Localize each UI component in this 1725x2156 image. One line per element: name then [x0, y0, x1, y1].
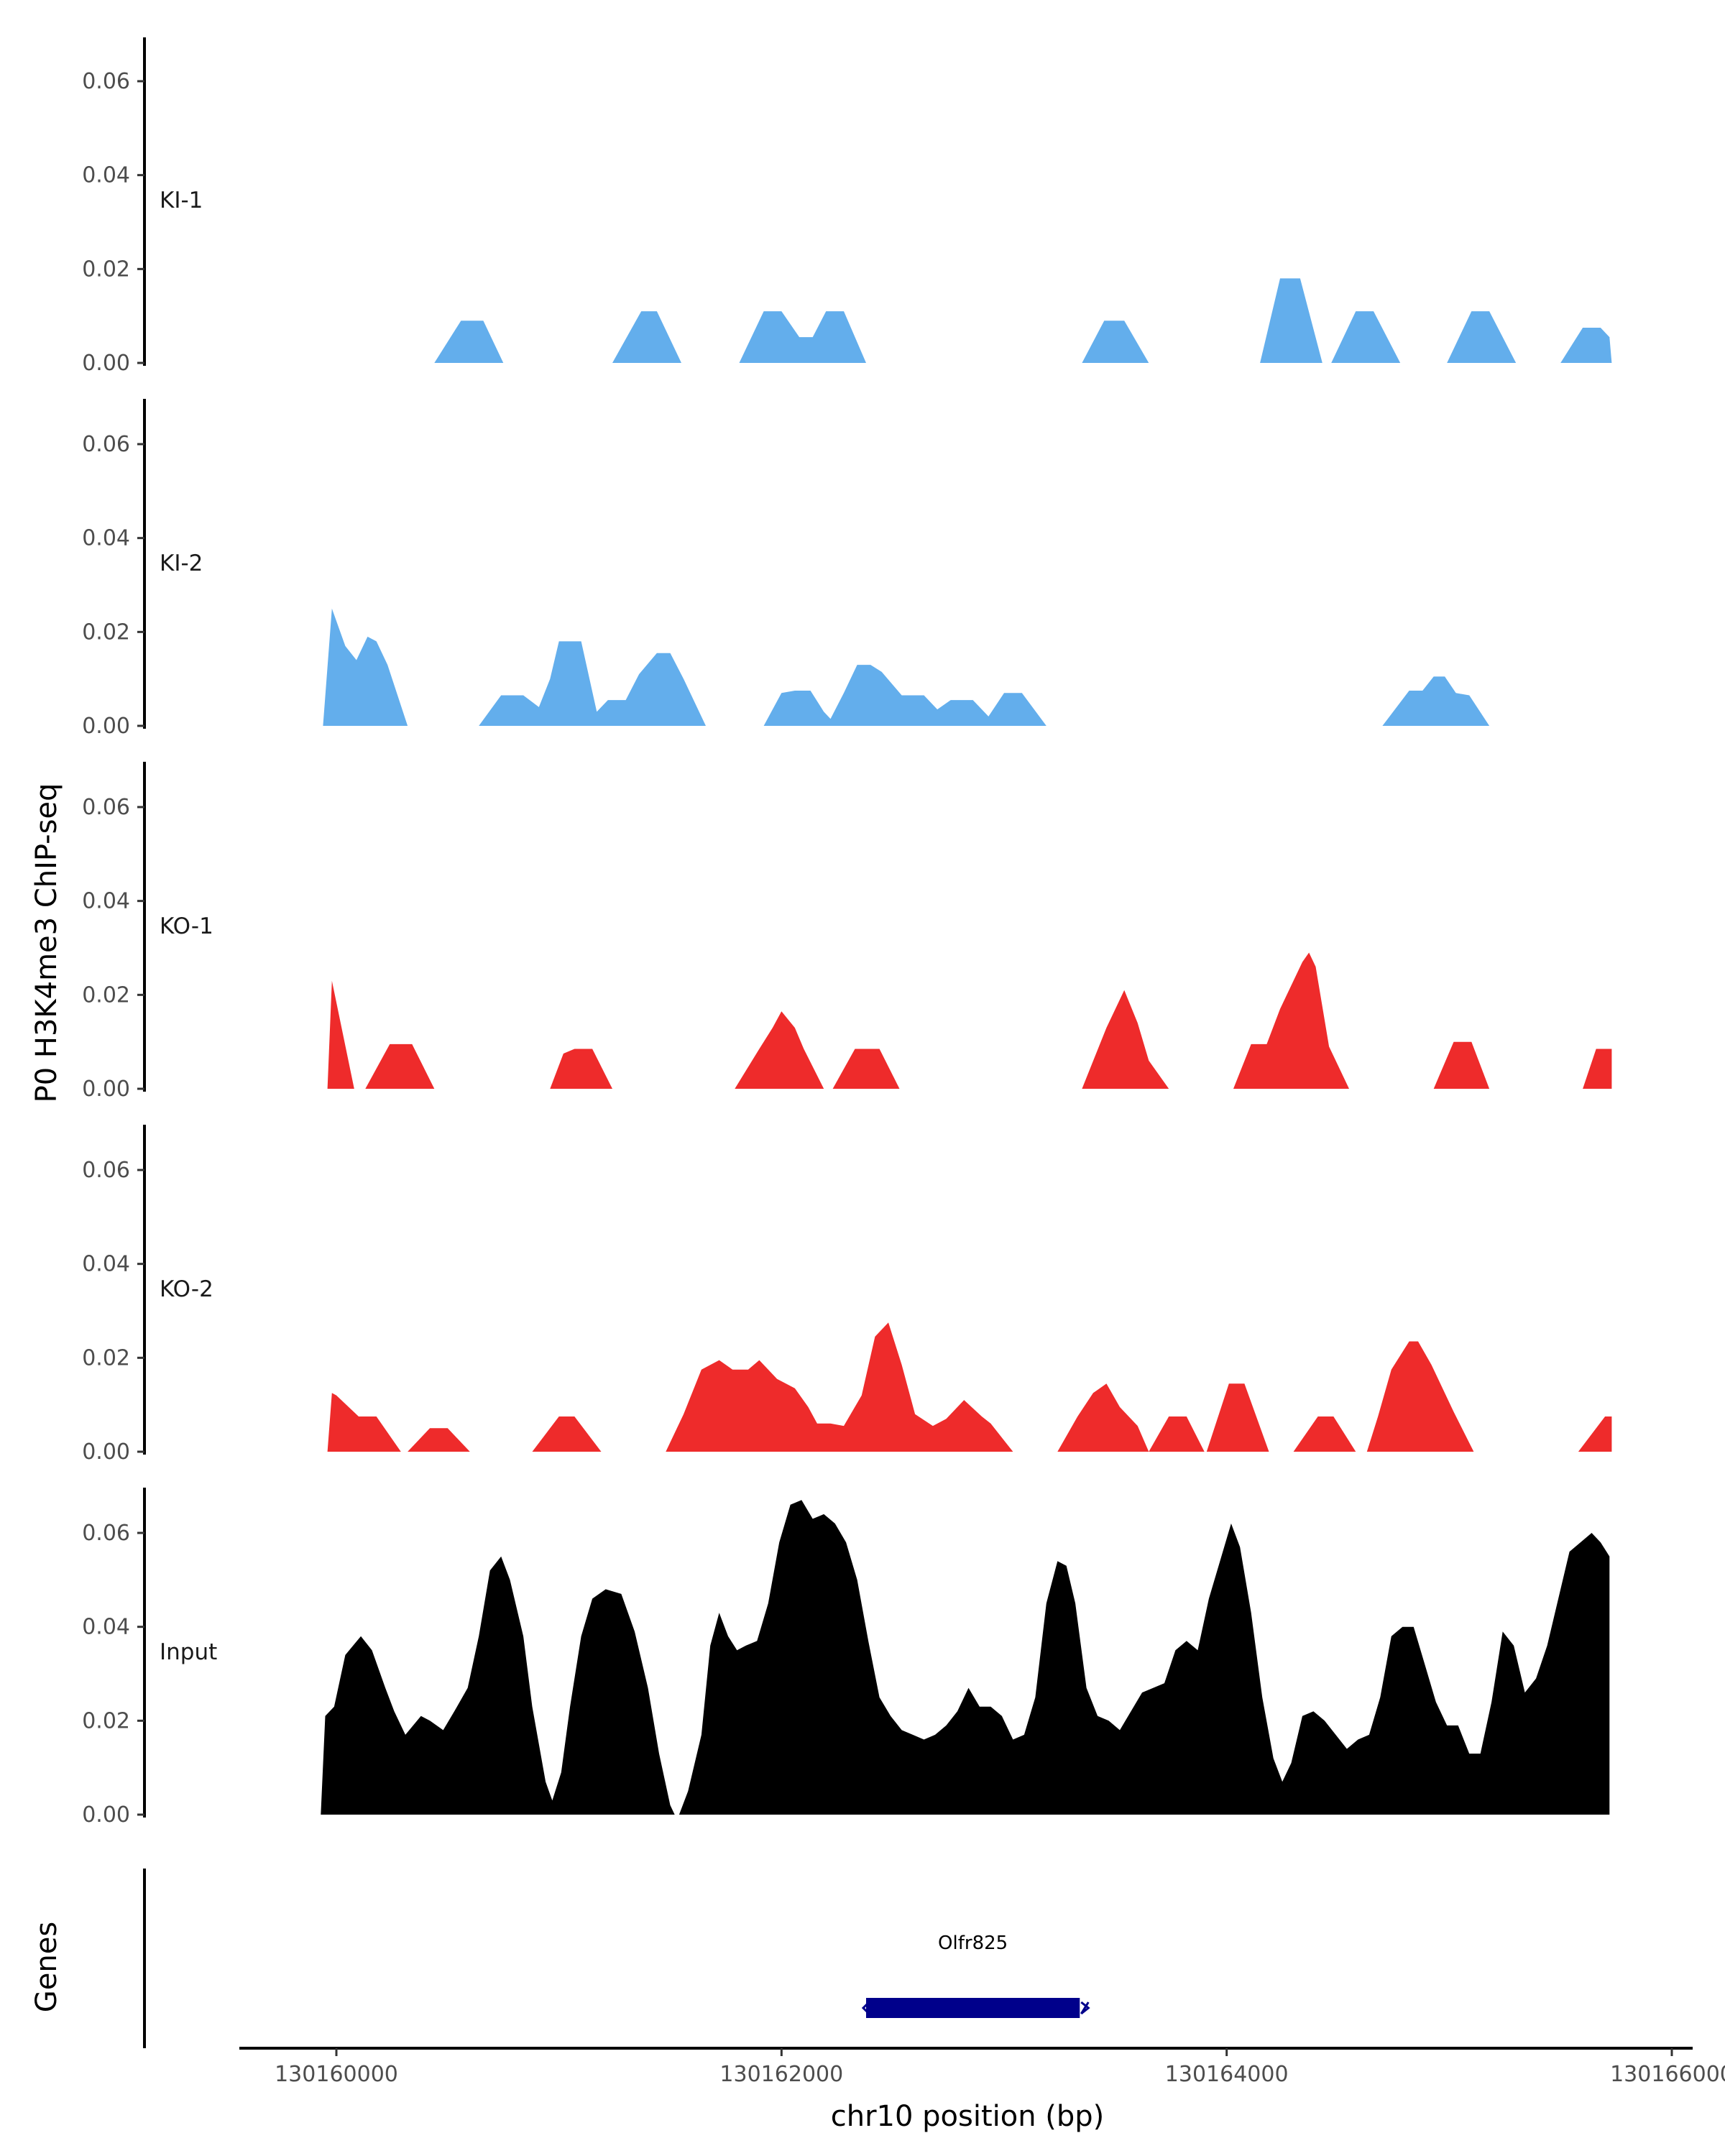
- coverage-area-ki-1-6: [1331, 311, 1401, 363]
- y-tick-label: 0.00: [82, 1077, 130, 1102]
- coverage-area-ki-2-3: [763, 665, 1046, 726]
- coverage-area-ko-2-3: [532, 1416, 602, 1452]
- y-tick-label: 0.06: [82, 69, 130, 94]
- coverage-area-input-1: [321, 1556, 675, 1815]
- coverage-area-ko-1-5: [832, 1049, 900, 1089]
- y-axis-title: P0 H3K4me3 ChIP-seq: [30, 783, 63, 1103]
- coverage-area-ko-1-8: [1433, 1041, 1490, 1089]
- y-tick-label: 0.04: [82, 163, 130, 188]
- coverage-area-ko-1-1: [327, 980, 354, 1089]
- track-label: Input: [160, 1639, 217, 1665]
- coverage-area-ko-1-4: [735, 1011, 824, 1089]
- y-tick-label: 0.06: [82, 432, 130, 457]
- x-tick-label: 130160000: [275, 2062, 398, 2087]
- y-tick-label: 0.02: [82, 1345, 130, 1370]
- coverage-area-ki-1-5: [1260, 278, 1322, 363]
- track-panel-ki-2: 0.00 0.02 0.04 0.06 KI-2: [82, 399, 1490, 739]
- y-tick-label: 0.00: [82, 1802, 130, 1828]
- gene-body: [866, 1998, 1080, 2018]
- coverage-area-ki-1-3: [739, 311, 866, 363]
- coverage-area-ki-2-4: [1382, 676, 1490, 726]
- coverage-area-ki-2-2: [479, 641, 706, 726]
- coverage-area-ko-1-2: [365, 1044, 435, 1089]
- coverage-area-ko-2-5: [1057, 1383, 1149, 1452]
- y-tick-label: 0.02: [82, 982, 130, 1008]
- y-tick-label: 0.06: [82, 1521, 130, 1546]
- genes-panel: Olfr825 130160000 130162000 130164000 130166…: [143, 1869, 1725, 2087]
- coverage-area-ko-2-7: [1206, 1383, 1269, 1452]
- strand-arrow-icon: [861, 1999, 872, 2017]
- y-tick-label: 0.04: [82, 1615, 130, 1640]
- coverage-area-ko-1-3: [550, 1049, 612, 1089]
- coverage-area-ki-1-8: [1560, 328, 1612, 363]
- x-tick-label: 130164000: [1165, 2062, 1289, 2087]
- track-panels: 0.00 0.02 0.04 0.06 KI-1 0.00 0.02 0.04 0.06 KI-2…: [82, 37, 1612, 1828]
- coverage-area-ko-1-9: [1583, 1049, 1612, 1089]
- y-tick-label: 0.02: [82, 619, 130, 645]
- coverage-area-ko-2-9: [1366, 1341, 1474, 1452]
- x-tick-label: 130162000: [719, 2062, 843, 2087]
- gene-end-marker-icon: [1080, 2001, 1090, 2015]
- coverage-area-ko-1-7: [1233, 952, 1349, 1089]
- track-panel-ko-2: 0.00 0.02 0.04 0.06 KO-2: [82, 1125, 1612, 1465]
- y-tick-label: 0.04: [82, 1252, 130, 1277]
- y-tick-label: 0.00: [82, 351, 130, 376]
- y-tick-label: 0.04: [82, 526, 130, 551]
- coverage-area-input-2: [678, 1500, 1610, 1815]
- coverage-area-ko-2-6: [1149, 1416, 1205, 1452]
- y-tick-label: 0.02: [82, 257, 130, 282]
- track-label: KO-1: [160, 913, 213, 939]
- y-tick-label: 0.04: [82, 889, 130, 914]
- y-tick-label: 0.00: [82, 714, 130, 739]
- y-tick-label: 0.02: [82, 1708, 130, 1733]
- track-label: KI-2: [160, 550, 203, 576]
- coverage-area-ko-2-10: [1578, 1416, 1612, 1452]
- y-tick-label: 0.00: [82, 1439, 130, 1465]
- coverage-area-ki-2-1: [323, 608, 408, 726]
- track-panel-ki-1: 0.00 0.02 0.04 0.06 KI-1: [82, 37, 1612, 376]
- y-tick-label: 0.06: [82, 1158, 130, 1183]
- coverage-area-ko-2-2: [408, 1428, 470, 1452]
- coverage-area-ko-1-6: [1082, 990, 1169, 1089]
- track-label: KI-1: [160, 188, 203, 213]
- coverage-area-ki-1-1: [434, 321, 504, 363]
- genes-axis-title: Genes: [30, 1922, 63, 2012]
- coverage-area-ko-2-8: [1293, 1416, 1356, 1452]
- coverage-area-ki-1-2: [612, 311, 681, 363]
- coverage-area-ki-1-4: [1082, 321, 1149, 363]
- y-tick-label: 0.06: [82, 795, 130, 820]
- x-axis-title: chr10 position (bp): [831, 2100, 1105, 2133]
- track-panel-ko-1: 0.00 0.02 0.04 0.06 KO-1: [82, 762, 1612, 1102]
- coverage-area-ko-2-4: [666, 1322, 1013, 1452]
- track-label: KO-2: [160, 1276, 213, 1302]
- gene-label: Olfr825: [938, 1932, 1008, 1954]
- coverage-area-ki-1-7: [1447, 311, 1517, 363]
- x-tick-label: 130166000: [1610, 2062, 1725, 2087]
- track-panel-input: 0.00 0.02 0.04 0.06 Input: [82, 1488, 1610, 1828]
- coverage-area-ko-2-1: [327, 1393, 401, 1452]
